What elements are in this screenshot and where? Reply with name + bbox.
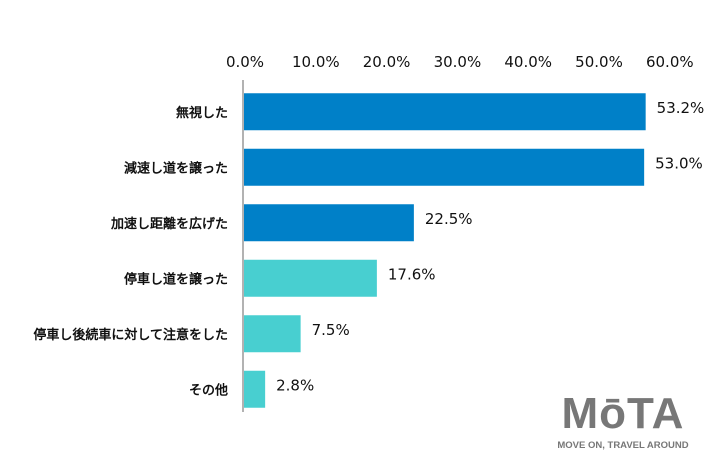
x-tick-label: 20.0% [363,53,411,71]
bar [244,93,646,131]
category-label: 加速し距離を広げた [110,216,228,232]
data-label: 2.8% [276,376,314,394]
data-label: 22.5% [425,210,473,228]
data-label: 53.0% [655,154,703,172]
bar [244,148,645,186]
data-label: 17.6% [388,265,436,283]
x-tick-label: 40.0% [504,53,552,71]
x-tick-label: 30.0% [434,53,482,71]
logo-tagline: MOVE ON, TRAVEL AROUND [557,440,689,451]
category-label: その他 [189,382,228,398]
data-label: 7.5% [312,321,350,339]
mota-logo: MōTA MOVE ON, TRAVEL AROUND [553,389,693,452]
data-label: 53.2% [657,99,705,117]
x-tick-label: 50.0% [575,53,623,71]
x-tick-label: 60.0% [646,53,694,71]
bar [244,370,266,408]
x-tick-label: 0.0% [226,53,264,71]
bar [244,315,301,353]
x-tick-label: 10.0% [292,53,340,71]
category-label: 停車し道を譲った [124,271,228,287]
logo-text: MōTA [561,389,685,438]
bar [244,259,377,297]
category-label: 無視した [176,105,228,121]
category-label: 停車し後続車に対して注意をした [33,327,228,343]
category-label: 減速し道を譲った [124,160,228,176]
bar [244,204,414,242]
